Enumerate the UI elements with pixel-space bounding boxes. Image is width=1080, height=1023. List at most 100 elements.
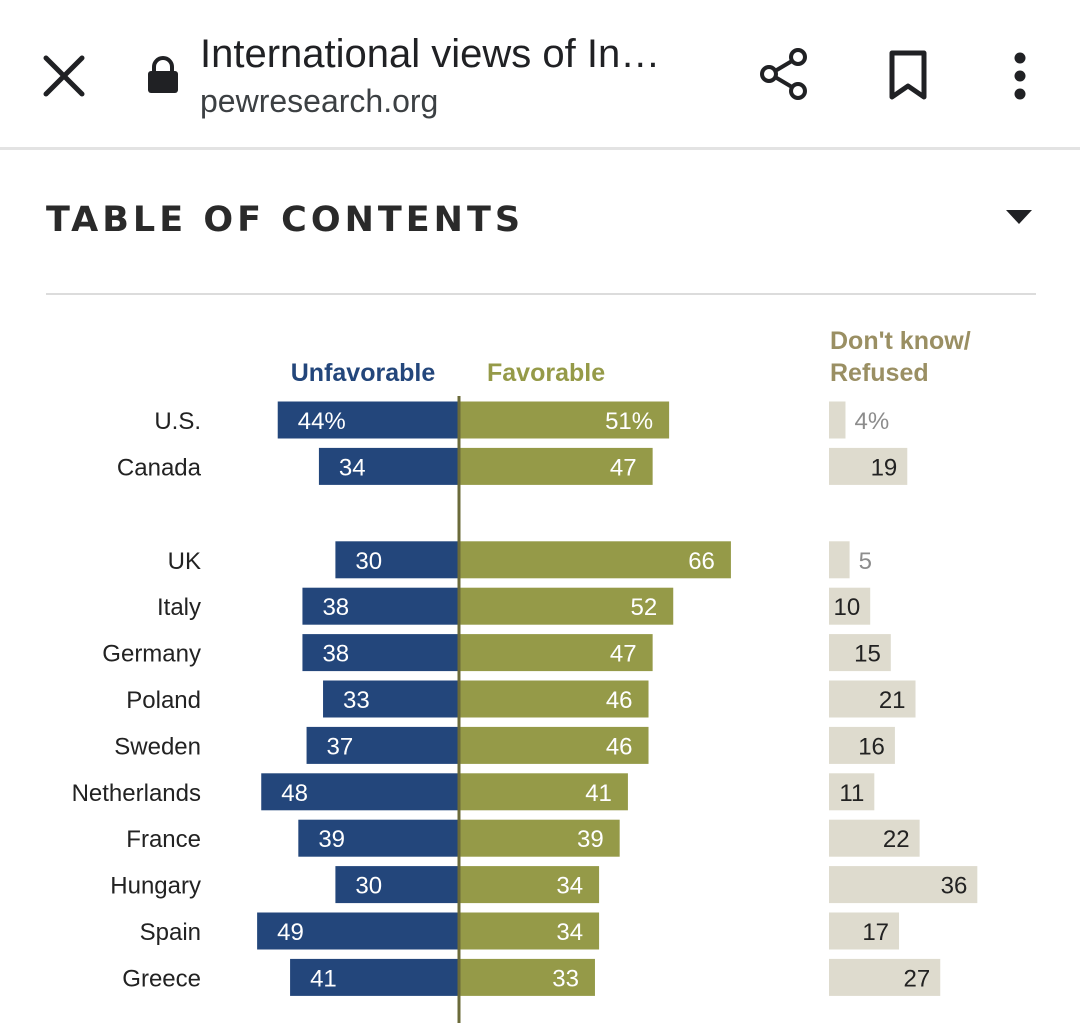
category-label: UK <box>168 548 201 575</box>
bar-unfavorable <box>306 726 459 764</box>
legend-favorable: Favorable <box>487 359 605 387</box>
data-label-dontknow: 19 <box>871 454 898 481</box>
bar-unfavorable <box>298 819 459 857</box>
table-of-contents-label: TABLE OF CONTENTS <box>46 200 525 240</box>
category-label: U.S. <box>154 408 201 435</box>
data-label-unfavorable: 48 <box>281 780 308 807</box>
bar-unfavorable <box>302 587 459 625</box>
bar-dontknow <box>829 541 850 579</box>
bar-unfavorable <box>323 680 459 718</box>
category-label: Sweden <box>114 733 201 760</box>
bar-dontknow <box>829 773 875 811</box>
category-label: Poland <box>126 687 201 714</box>
data-label-dontknow: 11 <box>839 780 864 807</box>
bar-favorable <box>459 726 649 764</box>
bar-unfavorable <box>335 866 459 904</box>
favorability-chart: Unfavorable Favorable Don't know/ Refuse… <box>0 300 1080 1023</box>
data-label-favorable: 41 <box>585 780 612 807</box>
bar-unfavorable <box>261 773 459 811</box>
data-label-unfavorable: 39 <box>318 826 345 853</box>
data-label-dontknow: 16 <box>858 733 885 760</box>
bar-favorable <box>459 866 600 904</box>
bar-dontknow <box>829 912 900 950</box>
share-icon <box>760 48 807 100</box>
chart-svg: Unfavorable Favorable Don't know/ Refuse… <box>72 327 978 1023</box>
bar-dontknow <box>829 726 895 764</box>
data-label-unfavorable: 38 <box>322 594 349 621</box>
data-label-favorable: 34 <box>556 919 583 946</box>
category-label: Netherlands <box>72 780 201 807</box>
bar-dontknow <box>829 819 920 857</box>
data-label-favorable: 46 <box>606 733 633 760</box>
data-label-favorable: 51% <box>605 408 653 435</box>
bar-favorable <box>459 401 670 439</box>
legend-unfavorable: Unfavorable <box>291 359 436 387</box>
data-label-dontknow: 22 <box>883 826 910 853</box>
share-button[interactable] <box>755 45 813 103</box>
category-label: Greece <box>122 965 201 992</box>
close-button[interactable] <box>38 50 90 102</box>
bar-dontknow <box>829 587 871 625</box>
data-label-unfavorable: 30 <box>355 873 382 900</box>
bar-favorable <box>459 819 620 857</box>
bar-unfavorable <box>302 634 459 672</box>
data-label-dontknow: 17 <box>862 919 889 946</box>
category-label: Canada <box>117 454 202 481</box>
data-label-favorable: 33 <box>552 965 579 992</box>
bar-unfavorable <box>257 912 459 950</box>
data-label-unfavorable: 44% <box>298 408 346 435</box>
category-label: Italy <box>157 594 201 621</box>
chevron-down-icon <box>1006 210 1032 224</box>
divider <box>46 293 1036 295</box>
bar-favorable <box>459 634 653 672</box>
data-label-favorable: 47 <box>610 454 637 481</box>
browser-toolbar: International views of In… pewresearch.o… <box>0 0 1080 150</box>
data-label-favorable: 46 <box>606 687 633 714</box>
legend-dontknow-line1: Don't know/ <box>830 327 971 355</box>
bar-dontknow <box>829 958 941 996</box>
lock-icon <box>145 55 181 95</box>
data-label-unfavorable: 41 <box>310 965 337 992</box>
page-info[interactable]: International views of In… pewresearch.o… <box>200 30 720 122</box>
bar-dontknow <box>829 401 846 439</box>
data-label-dontknow: 36 <box>941 873 968 900</box>
page-title: International views of In… <box>200 32 661 76</box>
data-label-favorable: 47 <box>610 641 637 668</box>
bar-favorable <box>459 912 600 950</box>
data-label-dontknow: 4% <box>854 408 889 435</box>
bookmark-icon <box>889 50 927 100</box>
data-label-dontknow: 15 <box>854 641 881 668</box>
category-label: Hungary <box>110 873 201 900</box>
data-label-unfavorable: 30 <box>355 548 382 575</box>
legend-dontknow-line2: Refused <box>830 359 929 387</box>
data-label-favorable: 34 <box>556 873 583 900</box>
bar-favorable <box>459 773 628 811</box>
data-label-unfavorable: 34 <box>339 454 366 481</box>
bar-unfavorable <box>277 401 459 439</box>
bar-unfavorable <box>335 541 459 579</box>
bar-unfavorable <box>318 447 459 485</box>
data-label-dontknow: 27 <box>904 965 931 992</box>
close-icon <box>43 55 85 97</box>
bar-dontknow <box>829 634 891 672</box>
data-label-favorable: 52 <box>631 594 658 621</box>
data-label-dontknow: 10 <box>833 594 860 621</box>
data-label-unfavorable: 49 <box>277 919 304 946</box>
bar-favorable <box>459 958 595 996</box>
bookmark-button[interactable] <box>880 45 936 105</box>
data-label-dontknow: 21 <box>879 687 906 714</box>
table-of-contents-toggle[interactable]: TABLE OF CONTENTS <box>46 190 1036 250</box>
data-label-unfavorable: 33 <box>343 687 370 714</box>
bar-dontknow <box>829 680 916 718</box>
page-domain: pewresearch.org <box>200 83 439 119</box>
data-label-favorable: 66 <box>688 548 715 575</box>
category-label: Germany <box>102 641 201 668</box>
category-label: France <box>126 826 201 853</box>
more-vert-icon <box>1014 52 1026 100</box>
more-options-button[interactable] <box>1000 48 1040 104</box>
bar-favorable <box>459 541 731 579</box>
bar-favorable <box>459 447 653 485</box>
bar-dontknow <box>829 866 978 904</box>
bar-favorable <box>459 680 649 718</box>
data-label-dontknow: 5 <box>859 548 872 575</box>
